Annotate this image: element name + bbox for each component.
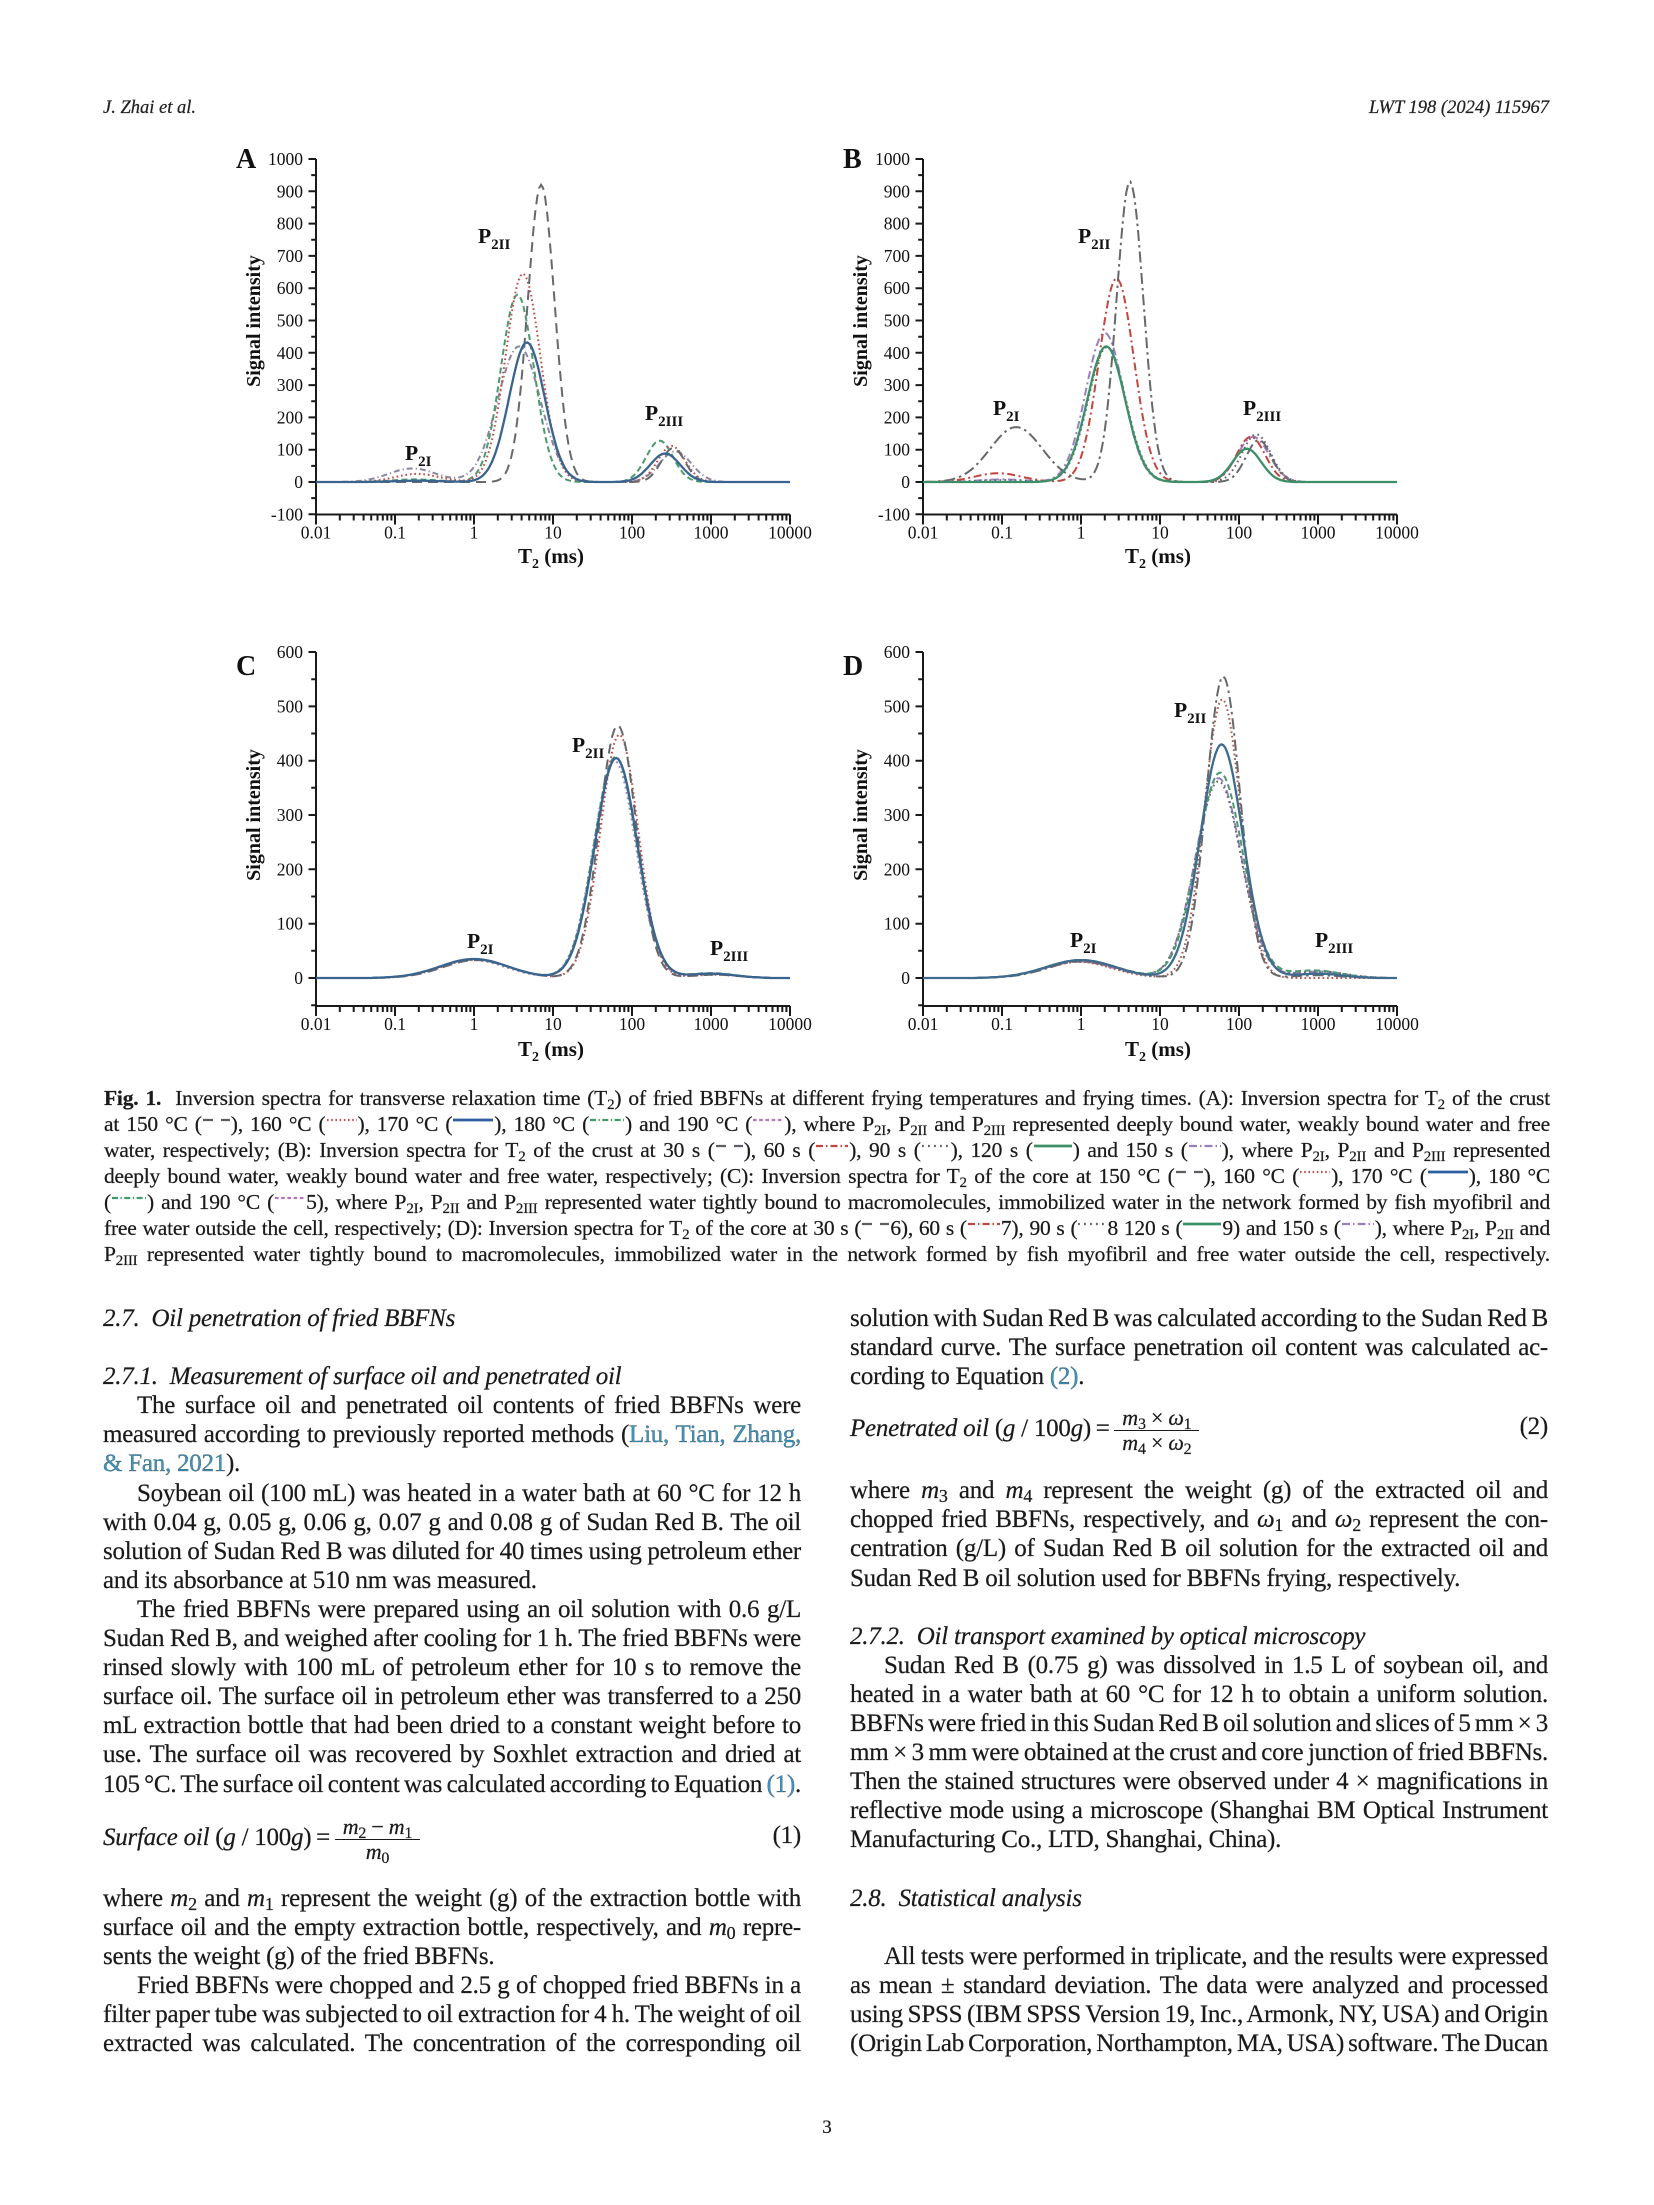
svg-text:10: 10 <box>1151 523 1169 543</box>
svg-text:100: 100 <box>1226 1014 1253 1034</box>
svg-text:100: 100 <box>619 523 646 543</box>
svg-text:C: C <box>236 651 256 682</box>
svg-text:800: 800 <box>884 214 911 234</box>
svg-text:10: 10 <box>1151 1014 1169 1034</box>
svg-text:300: 300 <box>884 375 911 395</box>
svg-text:Signal intensity: Signal intensity <box>850 255 872 387</box>
svg-text:100: 100 <box>277 440 304 460</box>
svg-text:600: 600 <box>277 642 304 662</box>
svg-text:0.1: 0.1 <box>991 523 1013 543</box>
svg-text:10000: 10000 <box>1375 523 1419 543</box>
svg-text:300: 300 <box>277 375 304 395</box>
svg-text:500: 500 <box>884 311 911 331</box>
svg-text:0: 0 <box>294 968 303 988</box>
svg-text:P2II: P2II <box>1078 224 1110 253</box>
svg-text:600: 600 <box>884 642 911 662</box>
svg-text:200: 200 <box>884 859 911 879</box>
svg-text:1000: 1000 <box>268 149 303 169</box>
svg-text:T2 (ms): T2 (ms) <box>1125 544 1191 572</box>
svg-text:1: 1 <box>470 523 479 543</box>
svg-text:P2I: P2I <box>993 396 1020 425</box>
svg-text:600: 600 <box>277 278 304 298</box>
svg-text:T2 (ms): T2 (ms) <box>518 1037 584 1065</box>
svg-text:10000: 10000 <box>1375 1014 1419 1034</box>
svg-text:1: 1 <box>470 1014 479 1034</box>
svg-text:1000: 1000 <box>875 149 910 169</box>
svg-text:500: 500 <box>277 696 304 716</box>
svg-text:900: 900 <box>884 181 911 201</box>
svg-text:Signal intensity: Signal intensity <box>850 749 872 881</box>
svg-text:0.01: 0.01 <box>301 523 332 543</box>
svg-text:10: 10 <box>544 1014 562 1034</box>
svg-text:P2I: P2I <box>467 929 494 958</box>
svg-text:P2II: P2II <box>572 733 604 762</box>
svg-text:P2III: P2III <box>1243 396 1281 425</box>
svg-text:P2III: P2III <box>1315 928 1353 957</box>
svg-text:200: 200 <box>277 859 304 879</box>
svg-text:A: A <box>236 144 257 175</box>
svg-text:P2II: P2II <box>478 224 510 253</box>
svg-text:0: 0 <box>901 968 910 988</box>
svg-text:P2III: P2III <box>645 401 683 430</box>
svg-text:Signal intensity: Signal intensity <box>243 749 265 881</box>
svg-text:1000: 1000 <box>1301 523 1336 543</box>
svg-text:900: 900 <box>277 181 304 201</box>
svg-text:0: 0 <box>901 472 910 492</box>
svg-text:0.01: 0.01 <box>301 1014 332 1034</box>
svg-text:B: B <box>843 144 862 175</box>
svg-text:700: 700 <box>277 246 304 266</box>
svg-text:0.1: 0.1 <box>384 1014 406 1034</box>
svg-text:1000: 1000 <box>694 1014 729 1034</box>
svg-text:0.01: 0.01 <box>908 523 939 543</box>
svg-text:0.1: 0.1 <box>384 523 406 543</box>
svg-text:-100: -100 <box>271 504 303 524</box>
svg-text:100: 100 <box>619 1014 646 1034</box>
svg-text:10000: 10000 <box>768 1014 812 1034</box>
svg-text:300: 300 <box>884 805 911 825</box>
svg-text:10000: 10000 <box>768 523 812 543</box>
svg-text:100: 100 <box>277 914 304 934</box>
svg-text:1000: 1000 <box>694 523 729 543</box>
svg-text:200: 200 <box>884 407 911 427</box>
svg-text:P2I: P2I <box>1070 928 1097 957</box>
svg-text:100: 100 <box>884 914 911 934</box>
svg-text:100: 100 <box>1226 523 1253 543</box>
svg-text:D: D <box>843 651 863 682</box>
svg-text:1000: 1000 <box>1301 1014 1336 1034</box>
svg-text:400: 400 <box>884 751 911 771</box>
svg-text:Signal intensity: Signal intensity <box>243 255 265 387</box>
svg-text:-100: -100 <box>878 504 910 524</box>
svg-text:100: 100 <box>884 440 911 460</box>
svg-text:800: 800 <box>277 214 304 234</box>
svg-text:500: 500 <box>277 311 304 331</box>
svg-text:P2II: P2II <box>1174 698 1206 727</box>
svg-text:300: 300 <box>277 805 304 825</box>
svg-text:P2I: P2I <box>405 441 432 470</box>
svg-text:0: 0 <box>294 472 303 492</box>
svg-text:1: 1 <box>1077 523 1086 543</box>
svg-text:700: 700 <box>884 246 911 266</box>
svg-text:400: 400 <box>277 751 304 771</box>
svg-text:500: 500 <box>884 696 911 716</box>
svg-text:1: 1 <box>1077 1014 1086 1034</box>
svg-text:P2III: P2III <box>710 936 748 965</box>
svg-text:600: 600 <box>884 278 911 298</box>
svg-text:400: 400 <box>884 343 911 363</box>
svg-text:T2 (ms): T2 (ms) <box>1125 1037 1191 1065</box>
svg-text:10: 10 <box>544 523 562 543</box>
svg-text:0.01: 0.01 <box>908 1014 939 1034</box>
svg-text:200: 200 <box>277 407 304 427</box>
svg-text:0.1: 0.1 <box>991 1014 1013 1034</box>
svg-text:400: 400 <box>277 343 304 363</box>
svg-text:T2 (ms): T2 (ms) <box>518 544 584 572</box>
